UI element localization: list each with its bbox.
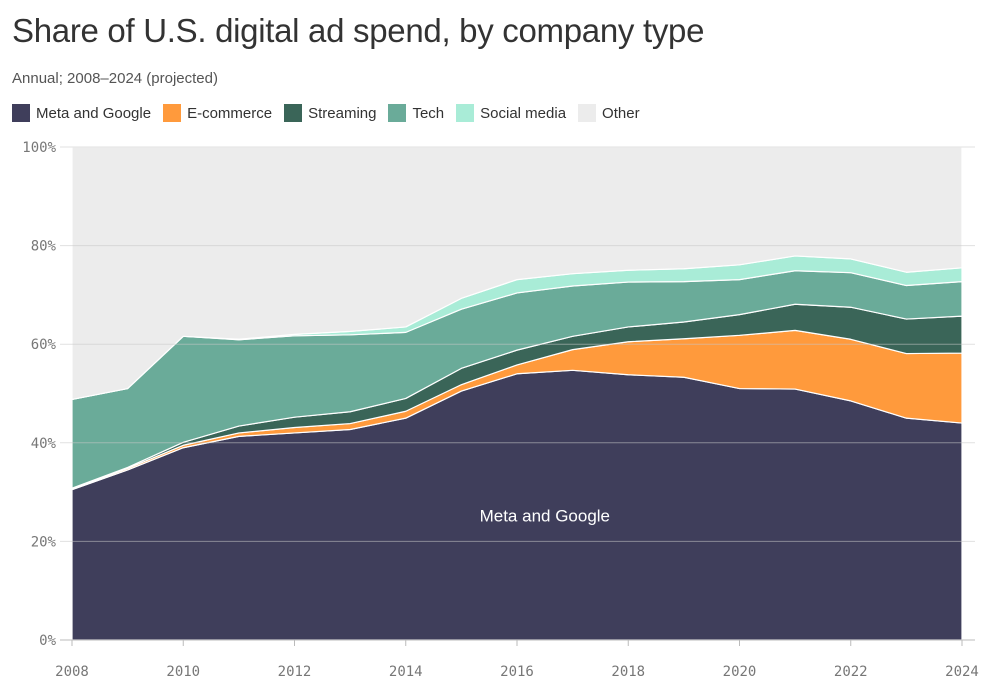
chart-title: Share of U.S. digital ad spend, by compa…	[12, 12, 705, 49]
legend-item-e-commerce: E-commerce	[163, 104, 272, 122]
legend-swatch	[388, 104, 407, 122]
y-tick-label: 20%	[31, 534, 57, 550]
area-label-meta-and-google: Meta and Google	[480, 507, 610, 526]
legend-item-social-media: Social media	[456, 104, 566, 122]
x-tick-label: 2010	[166, 664, 200, 680]
legend-swatch	[163, 104, 182, 122]
grid-layer	[60, 146, 975, 641]
legend-label: Other	[602, 104, 640, 122]
y-tick-label: 0%	[39, 633, 56, 649]
legend-item-meta-and-google: Meta and Google	[12, 104, 151, 122]
legend-label: Social media	[480, 104, 567, 122]
legend-swatch	[456, 104, 475, 122]
legend-label: Streaming	[308, 104, 377, 122]
x-tick-label: 2022	[834, 664, 868, 680]
legend-label: Tech	[412, 104, 445, 122]
chart-subtitle: Annual; 2008–2024 (projected)	[12, 70, 218, 87]
legend-swatch	[578, 104, 597, 122]
y-tick-label: 60%	[31, 337, 57, 353]
legend-item-tech: Tech	[388, 104, 444, 122]
annotation-layer: Meta and Google	[480, 507, 610, 526]
x-tick-label: 2020	[723, 664, 757, 680]
legend-swatch	[284, 104, 303, 122]
y-tick-label: 40%	[31, 436, 57, 452]
x-tick-label: 2016	[500, 664, 534, 680]
legend-swatch	[12, 104, 30, 122]
legend-label: Meta and Google	[36, 104, 152, 122]
x-tick-label: 2008	[55, 664, 89, 680]
legend-label: E-commerce	[187, 104, 273, 122]
legend-item-other: Other	[578, 104, 640, 122]
x-tick-label: 2012	[278, 664, 312, 680]
legend-item-streaming: Streaming	[284, 104, 376, 122]
y-tick-label: 100%	[22, 140, 56, 156]
y-tick-label: 80%	[31, 239, 57, 255]
x-tick-label: 2018	[611, 664, 645, 680]
axis-layer: 0% 20% 40% 60% 80% 100% 2008 2010 2012 2014 2016 20…	[22, 140, 979, 680]
x-tick-label: 2024	[945, 664, 979, 680]
chart-legend: Meta and Google E-commerce Streaming Tech So…	[12, 104, 652, 122]
area-layer	[71, 146, 963, 641]
x-tick-label: 2014	[389, 664, 423, 680]
